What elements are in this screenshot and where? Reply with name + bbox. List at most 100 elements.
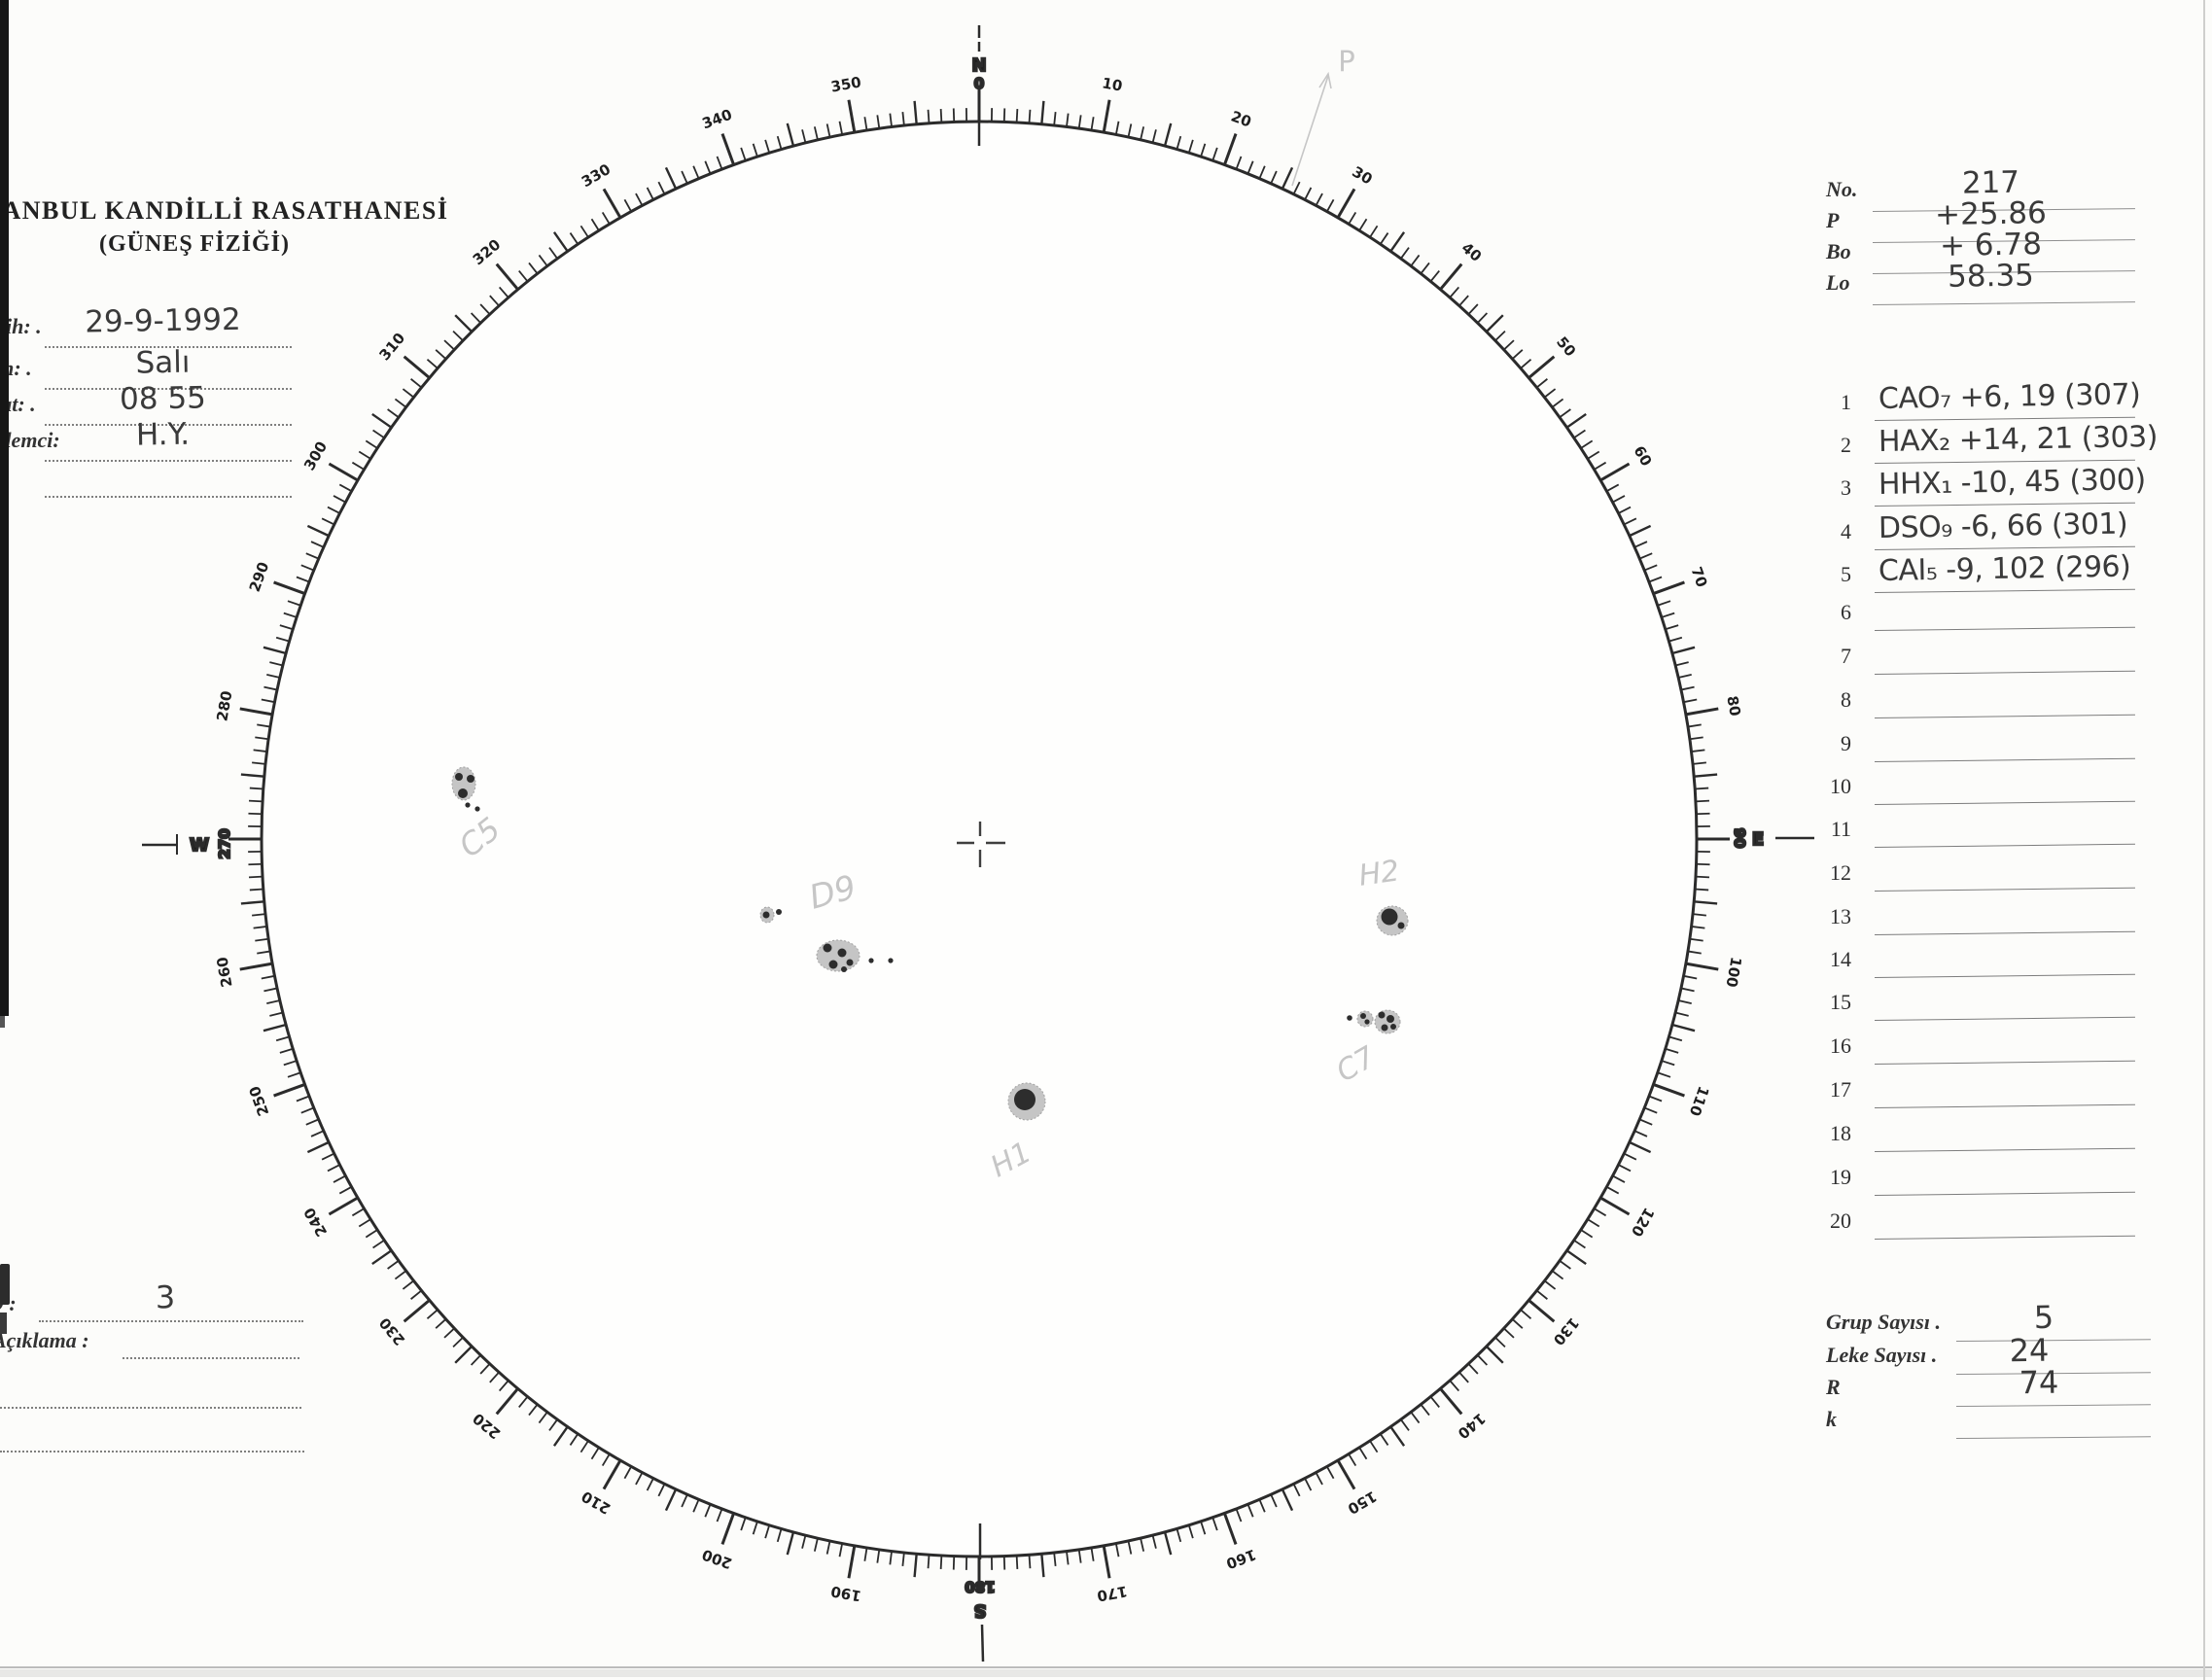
degree-label-290: 290 [246,560,273,595]
group-row-number: 18 [1830,1121,1851,1145]
degree-label-350: 350 [829,73,862,95]
summary-value-3: 74 [2019,1363,2059,1402]
aciklama-line-3 [0,1451,304,1452]
aciklama-line-2 [0,1407,301,1409]
field-line-4 [45,460,292,462]
scan-artifact-left-bar-tail [0,1016,5,1028]
group-row-number: 9 [1841,731,1851,755]
param-label-Bo: Bo [1826,239,1851,263]
degree-label-180: 180 [965,1578,995,1595]
scan-artifact-right-edge [2203,0,2205,1680]
degree-label-30: 30 [1349,163,1375,189]
group-row-number: 11 [1830,817,1851,841]
field-line-5 [45,496,292,498]
scan-artifact-mark [0,1312,7,1334]
south-label: S [974,1600,987,1621]
field-value-4: H.Y. [135,416,191,453]
q-value: 3 [155,1278,176,1316]
degree-label-110: 110 [1686,1084,1713,1119]
group-entry-3: HHX₁ -10, 45 (300) [1878,463,2146,502]
group-row-number: 14 [1830,947,1851,971]
degree-label-250: 250 [246,1084,273,1119]
degree-label-280: 280 [213,689,235,722]
degree-label-170: 170 [1096,1582,1129,1604]
group-entry-4: DSO₉ -6, 66 (301) [1878,507,2128,545]
group-row-number: 13 [1830,904,1851,928]
degree-label-80: 80 [1723,694,1743,718]
degree-label-200: 200 [700,1546,735,1573]
group-row-number: 20 [1830,1208,1851,1233]
group-entry-5: CAI₅ -9, 102 (296) [1878,549,2131,588]
degree-label-150: 150 [1345,1488,1380,1518]
degree-label-100: 100 [1722,956,1744,989]
degree-scale-ticks [228,88,1730,1590]
group-row-number: 6 [1841,600,1851,624]
observatory-title: İSTANBUL KANDİLLİ RASATHANESİ [0,196,449,225]
group-row-number: 7 [1841,644,1851,668]
param-label-Lo: Lo [1826,270,1850,295]
degree-label-310: 310 [375,330,408,365]
param-value-Lo: 58.35 [1947,258,2035,295]
field-label-4: Gözlemci: [0,428,60,452]
scan-artifact-left-bar [0,0,9,1016]
group-row-number: 8 [1841,687,1851,712]
group-row-number: 19 [1830,1165,1851,1189]
field-value-1: 29-9-1992 [84,301,242,340]
sunspot-group-H2: H2 [1356,854,1409,936]
field-line-3 [45,424,292,426]
summary-label-2: Leke Sayısı . [1826,1343,1938,1367]
observatory-subtitle: (GÜNEŞ FİZİĞİ) [98,231,291,257]
degree-label-340: 340 [700,106,735,133]
group-entry-2: HAX₂ +14, 21 (303) [1878,419,2159,459]
pencil-group-label-H2: H2 [1356,854,1401,892]
summary-label-1: Grup Sayısı . [1826,1310,1941,1334]
degree-label-260: 260 [213,956,235,989]
degree-label-60: 60 [1630,442,1655,469]
degree-label-190: 190 [829,1582,862,1604]
degree-label-20: 20 [1229,107,1254,130]
degree-label-320: 320 [470,235,505,268]
degree-label-140: 140 [1455,1410,1490,1443]
north-label: N [971,55,986,76]
degree-label-230: 230 [375,1314,408,1349]
param-label-No.: No. [1826,177,1858,201]
east-label: E [1752,829,1764,850]
degree-label-0: 0 [974,75,984,92]
scan-artifact-bottom-edge [0,1666,2212,1668]
group-row-number: 16 [1830,1033,1851,1058]
degree-label-300: 300 [300,438,331,473]
pencil-p-label: P [1338,45,1355,78]
group-row-number: 17 [1830,1077,1851,1102]
group-entry-1: CAO₇ +6, 19 (307) [1878,377,2141,416]
degree-label-220: 220 [470,1410,505,1443]
aciklama-label: Açıklama : [0,1328,89,1352]
disk-center-cross [957,822,1005,867]
q-line [39,1320,303,1322]
group-row-number: 12 [1830,860,1851,885]
degree-label-270: 270 [216,828,233,858]
summary-label-4: k [1826,1407,1837,1431]
group-row-number: 3 [1841,475,1851,500]
aciklama-line [123,1357,299,1359]
field-value-3: 08 55 [119,380,207,417]
group-row-number: 1 [1841,390,1851,414]
group-row-number: 4 [1841,519,1851,543]
degree-label-70: 70 [1687,565,1710,590]
param-label-P: P [1826,208,1840,232]
group-row-number: 5 [1841,562,1851,586]
scan-artifact-bottom-strip [0,1669,2212,1677]
degree-label-40: 40 [1458,239,1486,265]
west-label: W [190,835,209,856]
degree-label-50: 50 [1553,333,1579,361]
pencil-p-arrow: P [1291,45,1355,187]
degree-label-130: 130 [1550,1314,1583,1349]
degree-label-10: 10 [1101,74,1124,94]
group-row-number: 15 [1830,990,1851,1014]
degree-label-90: 90 [1731,828,1748,849]
cardinal-markers: N0 180 S 90 E W 270 [142,25,1814,1662]
degree-label-240: 240 [300,1205,331,1240]
degree-label-210: 210 [579,1488,614,1518]
group-row-number: 2 [1841,433,1851,457]
degree-label-120: 120 [1628,1205,1658,1240]
